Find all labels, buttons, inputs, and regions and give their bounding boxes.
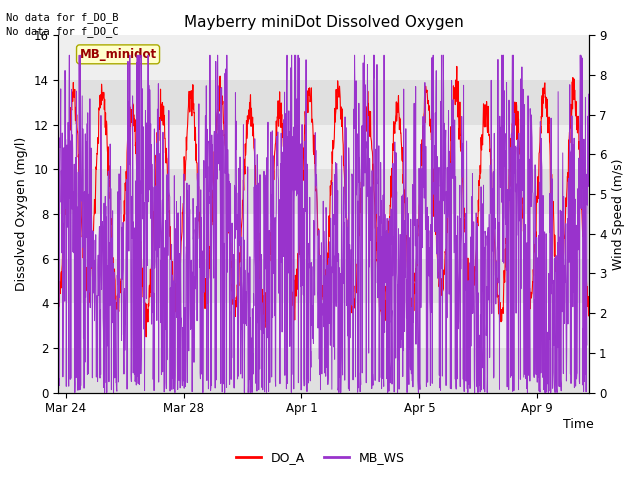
- Bar: [58, 259, 589, 303]
- Title: Mayberry miniDot Dissolved Oxygen: Mayberry miniDot Dissolved Oxygen: [184, 15, 463, 30]
- Text: No data for f_DO_C: No data for f_DO_C: [6, 26, 119, 37]
- Bar: [58, 36, 589, 80]
- Bar: [58, 214, 589, 259]
- Text: MB_minidot: MB_minidot: [79, 48, 157, 61]
- Y-axis label: Dissolved Oxygen (mg/l): Dissolved Oxygen (mg/l): [15, 137, 28, 291]
- Bar: [58, 80, 589, 125]
- Legend: DO_A, MB_WS: DO_A, MB_WS: [230, 446, 410, 469]
- Bar: [58, 348, 589, 393]
- Y-axis label: Wind Speed (m/s): Wind Speed (m/s): [612, 158, 625, 270]
- X-axis label: Time: Time: [563, 418, 593, 431]
- Text: No data for f_DO_B: No data for f_DO_B: [6, 12, 119, 23]
- Bar: [58, 303, 589, 348]
- Bar: [58, 169, 589, 214]
- Bar: [58, 125, 589, 169]
